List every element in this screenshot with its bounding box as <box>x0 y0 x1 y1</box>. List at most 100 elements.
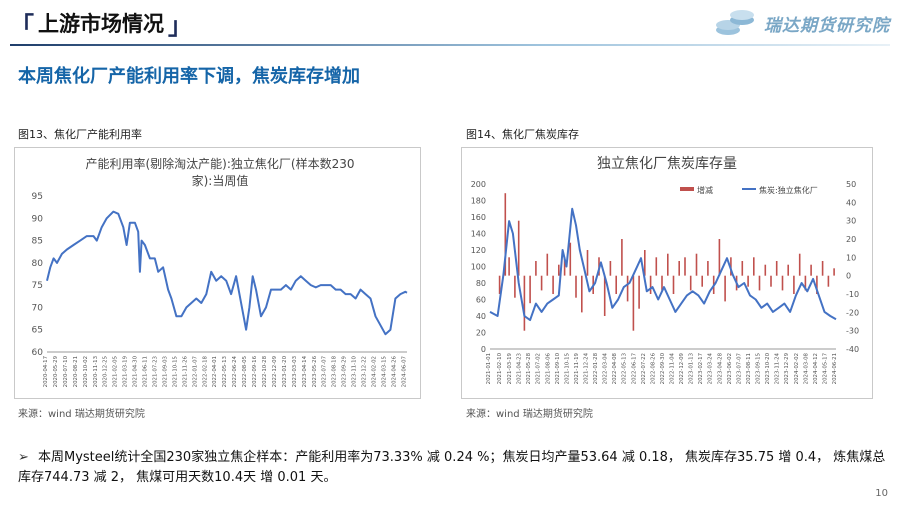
chart2-xtick-label: 2021-09-10 <box>555 352 561 384</box>
company-logo: 瑞达期货研究院 <box>714 8 890 38</box>
chart1-xtick-label: 2020-11-13 <box>93 356 99 387</box>
commentary-text: 本周Mysteel统计全国230家独立焦企样本：产能利用率为73.33% 减 0… <box>18 450 886 485</box>
chart1-xtick-label: 2022-10-28 <box>262 355 268 387</box>
chart1-ytick-label: 75 <box>32 281 43 291</box>
chart2-change-bar <box>603 275 606 316</box>
chart2-change-bar <box>552 275 554 294</box>
chart2-change-bar <box>747 275 749 287</box>
chart1-title-line: 产能利用率(剔除淘汰产能):独立焦化厂(样本数230 <box>86 156 355 171</box>
chart2-change-bar <box>563 257 566 276</box>
chart2-change-bar <box>517 220 520 276</box>
chart1-xtick-label: 2022-08-05 <box>242 356 248 387</box>
chart2-left-ytick-label: 0 <box>481 345 486 354</box>
chart2-change-bar <box>508 257 510 276</box>
chart2-change-bar <box>695 253 698 276</box>
chart2-change-bar <box>540 275 543 291</box>
chart2-xtick-label: 2024-05-17 <box>822 353 828 384</box>
chart1-xtick-label: 2020-10-02 <box>83 356 89 387</box>
bullet-arrow-icon: ➢ <box>18 450 29 465</box>
header-divider <box>10 44 890 46</box>
chart2-change-bar <box>678 261 680 276</box>
chart2-change-bar <box>626 275 629 302</box>
chart1-xtick-label: 2021-10-15 <box>172 356 178 387</box>
chart2-xtick-label: 2023-11-24 <box>775 352 781 384</box>
chart2-change-bar <box>758 275 761 291</box>
chart1-ytick-label: 60 <box>32 348 44 358</box>
chart1-xtick-label: 2024-04-26 <box>391 355 397 387</box>
chart2-left-ytick-label: 200 <box>471 180 486 189</box>
chart1-xtick-label: 2021-07-23 <box>152 356 158 387</box>
chart1-container: 产能利用率(剔除淘汰产能):独立焦化厂(样本数230 家):当周值 60 65 70 75… <box>14 147 421 399</box>
chart2-change-bar <box>632 275 635 331</box>
chart2-change-bar <box>741 261 744 276</box>
chart1-xtick-label: 2021-11-26 <box>182 355 188 387</box>
chart2-change-bar <box>775 261 778 276</box>
page-number: 10 <box>875 488 888 499</box>
right-bracket: 」 <box>168 10 192 40</box>
chart2-xtick-label: 2024-06-21 <box>832 353 838 384</box>
chart1-xtick-label: 2020-05-29 <box>53 355 59 387</box>
chart2-xtick-label: 2022-08-26 <box>650 352 656 384</box>
chart2-right-ytick-label: 30 <box>846 217 856 226</box>
figure14-caption: 图14、焦化厂焦炭库存 <box>466 128 579 141</box>
chart2-change-bar <box>804 275 807 291</box>
chart2-left-ytick-label: 60 <box>476 296 486 305</box>
chart2-change-bar <box>833 268 835 276</box>
chart2-left-ytick-label: 80 <box>476 279 486 288</box>
chart2-left-ytick-label: 20 <box>476 329 486 338</box>
chart2-right-ytick-label: 10 <box>846 253 856 262</box>
chart2-change-bar <box>644 250 646 276</box>
chart2-left-ytick-label: 40 <box>476 312 486 321</box>
chart2-xtick-label: 2023-08-11 <box>746 353 752 384</box>
chart2-change-bar <box>609 261 612 276</box>
chart2-xtick-label: 2021-12-24 <box>583 352 589 384</box>
chart1-title-line: 家):当周值 <box>192 173 249 188</box>
chart2-xtick-label: 2022-06-17 <box>631 353 637 384</box>
chart1-xtick-label: 2022-01-07 <box>192 356 198 387</box>
chart2-left-ytick-label: 100 <box>471 263 486 272</box>
chart2-left-ytick-label: 180 <box>471 197 486 206</box>
chart1-xtick-label: 2023-09-29 <box>342 355 348 387</box>
chart2-xtick-label: 2023-04-28 <box>717 352 723 384</box>
chart2-right-ytick-label: -10 <box>846 290 859 299</box>
chart2-change-bar <box>661 275 663 291</box>
chart2-right-ytick-label: 40 <box>846 198 856 207</box>
chart2-xtick-label: 2021-10-15 <box>564 353 570 384</box>
chart1-ytick-label: 90 <box>32 214 44 224</box>
chart1-xtick-label: 2023-01-20 <box>282 355 288 387</box>
chart1-xtick-label: 2022-06-24 <box>232 355 238 387</box>
chart2-right-ytick-label: 0 <box>846 272 851 281</box>
chart1-xtick-label: 2021-06-11 <box>143 356 149 387</box>
chart2-right-ytick-label: 50 <box>846 180 856 189</box>
chart2-xtick-label: 2022-07-22 <box>641 353 647 384</box>
chart1-xtick-label: 2024-02-02 <box>371 356 377 387</box>
chart2-legend-bar-swatch <box>680 187 694 191</box>
chart1-xtick-label: 2023-05-26 <box>312 355 318 387</box>
chart1-xtick-label: 2021-03-19 <box>123 355 129 387</box>
chart2-change-bar <box>529 275 531 304</box>
coke-inventory-chart: 独立焦化厂焦炭库存量020406080100120140160180200-40… <box>471 156 859 384</box>
chart2-change-bar <box>569 242 572 276</box>
chart2-change-bar <box>672 275 675 294</box>
chart2-change-bar <box>649 275 652 294</box>
chart2-change-bar <box>684 257 686 276</box>
chart2-xtick-label: 2023-01-13 <box>689 353 695 384</box>
chart2-legend-bar-label: 增减 <box>697 185 713 195</box>
chart1-xtick-label: 2020-08-21 <box>73 356 79 387</box>
chart2-change-bar <box>707 261 709 276</box>
chart2-change-bar <box>498 275 501 294</box>
chart2-change-bar <box>689 275 692 291</box>
chart1-xtick-label: 2024-03-15 <box>381 356 387 387</box>
chart2-change-bar <box>724 275 726 302</box>
chart2-xtick-label: 2021-11-19 <box>574 352 580 384</box>
chart2-xtick-label: 2022-05-13 <box>622 353 628 384</box>
chart1-xtick-label: 2023-11-10 <box>352 355 358 387</box>
chart2-right-ytick-label: -20 <box>846 308 859 317</box>
chart1-xtick-label: 2022-02-18 <box>202 355 208 387</box>
chart2-change-bar <box>821 261 824 276</box>
slide-subtitle: 本周焦化厂产能利用率下调，焦炭库存增加 <box>18 66 360 87</box>
chart1-xtick-label: 2020-12-25 <box>103 356 109 387</box>
chart2-change-bar <box>798 253 801 276</box>
chart2-xtick-label: 2021-02-10 <box>497 352 503 384</box>
chart2-change-bar <box>810 264 812 276</box>
